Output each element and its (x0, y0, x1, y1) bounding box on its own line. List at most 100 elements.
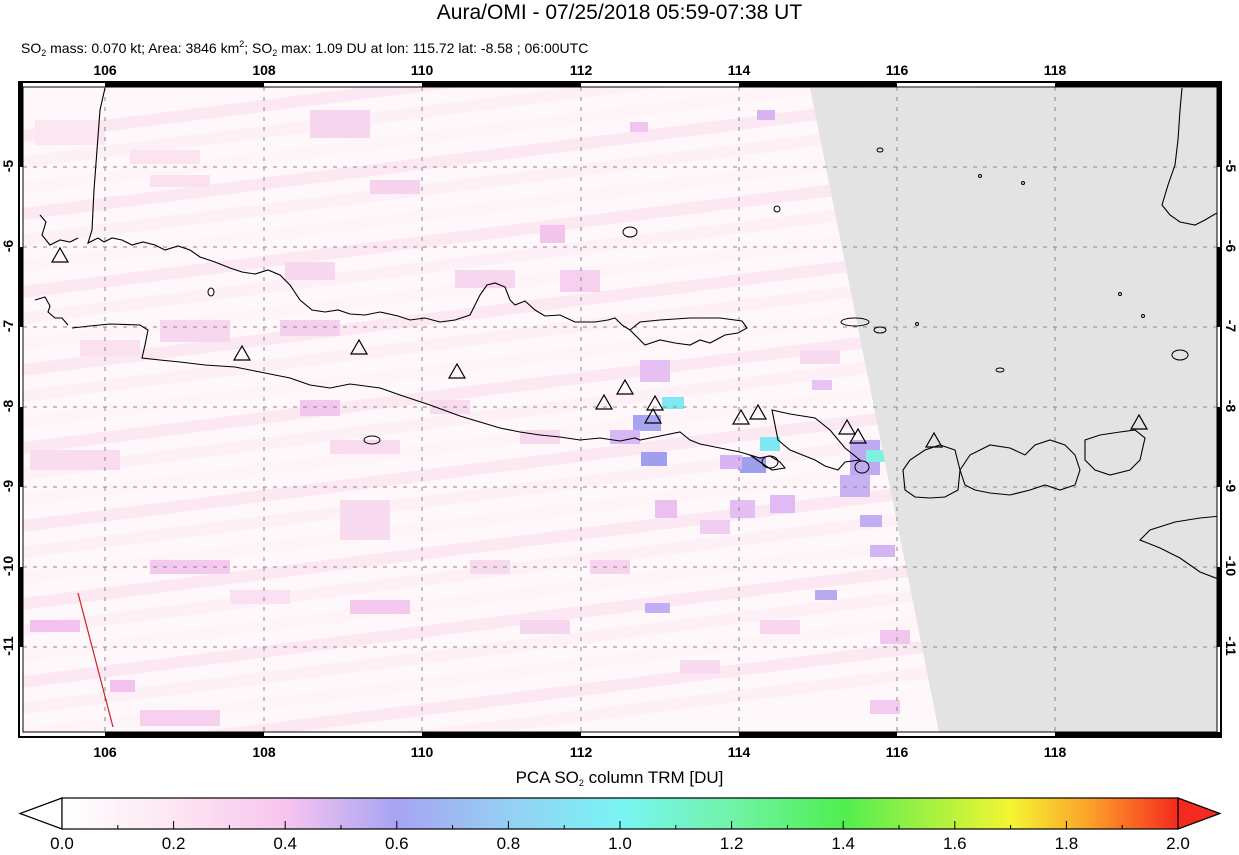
map-plot-area (23, 87, 1217, 732)
volcano-triangle-icon (643, 407, 663, 424)
lon-tick-label: 106 (93, 744, 117, 760)
so2-pixel (35, 120, 105, 145)
so2-pixel (730, 500, 755, 518)
so2-pixel (840, 475, 870, 497)
colorbar-tick-label: 0.2 (161, 834, 186, 853)
lon-tick-label: 114 (727, 62, 751, 78)
so2-pixel (370, 180, 420, 194)
colorbar-title: PCA SO2 column TRM [DU] (0, 767, 1239, 794)
so2-pixel (80, 340, 140, 356)
frame-segment (422, 732, 581, 737)
lon-tick-label: 116 (885, 744, 909, 760)
lon-tick-label: 118 (1043, 62, 1067, 78)
so2-pixel (455, 270, 515, 288)
so2-pixel (815, 590, 837, 600)
lon-tick-label: 116 (885, 62, 909, 78)
so2-pixel (680, 660, 720, 674)
so2-pixel (700, 520, 730, 534)
colorbar-tick-label: 0.6 (384, 834, 409, 853)
colorbar-tick-label: 0.8 (496, 834, 521, 853)
island (773, 205, 781, 213)
coastline (39, 214, 79, 246)
so2-pixel (590, 560, 630, 574)
frame-segment (105, 82, 264, 87)
island (761, 455, 779, 469)
so2-label: SO (21, 40, 42, 56)
coastline (902, 444, 961, 499)
island (876, 147, 884, 153)
swath-edge-line (77, 592, 114, 728)
colorbar-tick-label: 0.0 (50, 834, 74, 853)
island (363, 435, 381, 445)
max-location-text: max: 1.09 DU at lon: 115.72 lat: -8.58 ;… (277, 40, 589, 56)
so2-pixel (866, 450, 886, 462)
frame-segment (1217, 247, 1221, 327)
so2-pixel (150, 560, 230, 574)
so2-pixel (757, 110, 775, 120)
lat-tick-label: -9 (1223, 479, 1239, 493)
island (1141, 314, 1145, 318)
so2-pixel (870, 700, 900, 714)
so2-pixel (770, 495, 795, 513)
frame-segment (105, 732, 264, 737)
colorbar-under-arrow (18, 797, 63, 830)
frame-segment (1055, 82, 1221, 87)
colorbar-title-main: PCA SO (515, 768, 579, 787)
coastline (771, 409, 862, 471)
lat-tick-label: -5 (1223, 159, 1239, 173)
volcano-triangle-icon (748, 403, 768, 420)
island (207, 287, 215, 297)
island (840, 317, 870, 327)
graticule (23, 87, 1217, 732)
colorbar (18, 797, 1222, 830)
frame-segment (1217, 407, 1221, 487)
frame-segment (19, 407, 23, 487)
frame-segment (739, 82, 897, 87)
background-stripe (23, 87, 461, 142)
so2-pixel (280, 320, 340, 336)
lat-tick-label: -6 (1223, 239, 1239, 253)
lon-tick-label: 114 (727, 744, 751, 760)
so2-pixel (150, 175, 210, 187)
volcano-triangle-icon (447, 362, 467, 379)
so2-pixel (30, 620, 80, 632)
lat-tick-label: -7 (0, 319, 16, 333)
so2-pixel (655, 500, 677, 518)
so2-pixel (340, 500, 390, 540)
colorbar-tick-label: 2.0 (1166, 834, 1190, 853)
so2-pixel (812, 380, 832, 390)
subscript: 2 (272, 48, 278, 58)
volcano-triangle-icon (924, 431, 944, 448)
frame-segment (1217, 82, 1221, 167)
so2-pixel (630, 122, 648, 132)
lon-tick-label: 108 (252, 744, 276, 760)
frame-segment (739, 732, 897, 737)
volcano-triangle-icon (349, 338, 369, 355)
lat-tick-label: -7 (1223, 319, 1239, 333)
colorbar-tick-label: 1.6 (942, 834, 967, 853)
so2-pixel (720, 455, 742, 469)
so2-pixel (860, 515, 882, 527)
coastline (1161, 87, 1217, 226)
colorbar-tick-label: 1.8 (1054, 834, 1079, 853)
so2-pixel (880, 630, 910, 644)
island (915, 322, 919, 326)
so2-pixel (662, 397, 684, 409)
colorbar-tick-label: 1.2 (719, 834, 744, 853)
so2-pixel (560, 270, 600, 292)
so2-pixel (641, 452, 667, 466)
island (854, 460, 870, 474)
so2-pixel (520, 430, 560, 444)
frame-segment (1055, 732, 1221, 737)
lat-tick-label: -11 (1223, 636, 1239, 656)
island (978, 174, 982, 178)
volcano-triangle-icon (594, 393, 614, 410)
so2-pixel (140, 710, 220, 726)
so2-pixel (160, 320, 230, 342)
so2-pixel (470, 560, 510, 574)
volcano-triangle-icon (1129, 413, 1149, 430)
island (622, 226, 638, 238)
subscript: 2 (578, 778, 584, 788)
map-frame (18, 81, 1222, 738)
mass-area-text: mass: 0.070 kt; Area: 3846 km (46, 40, 240, 56)
